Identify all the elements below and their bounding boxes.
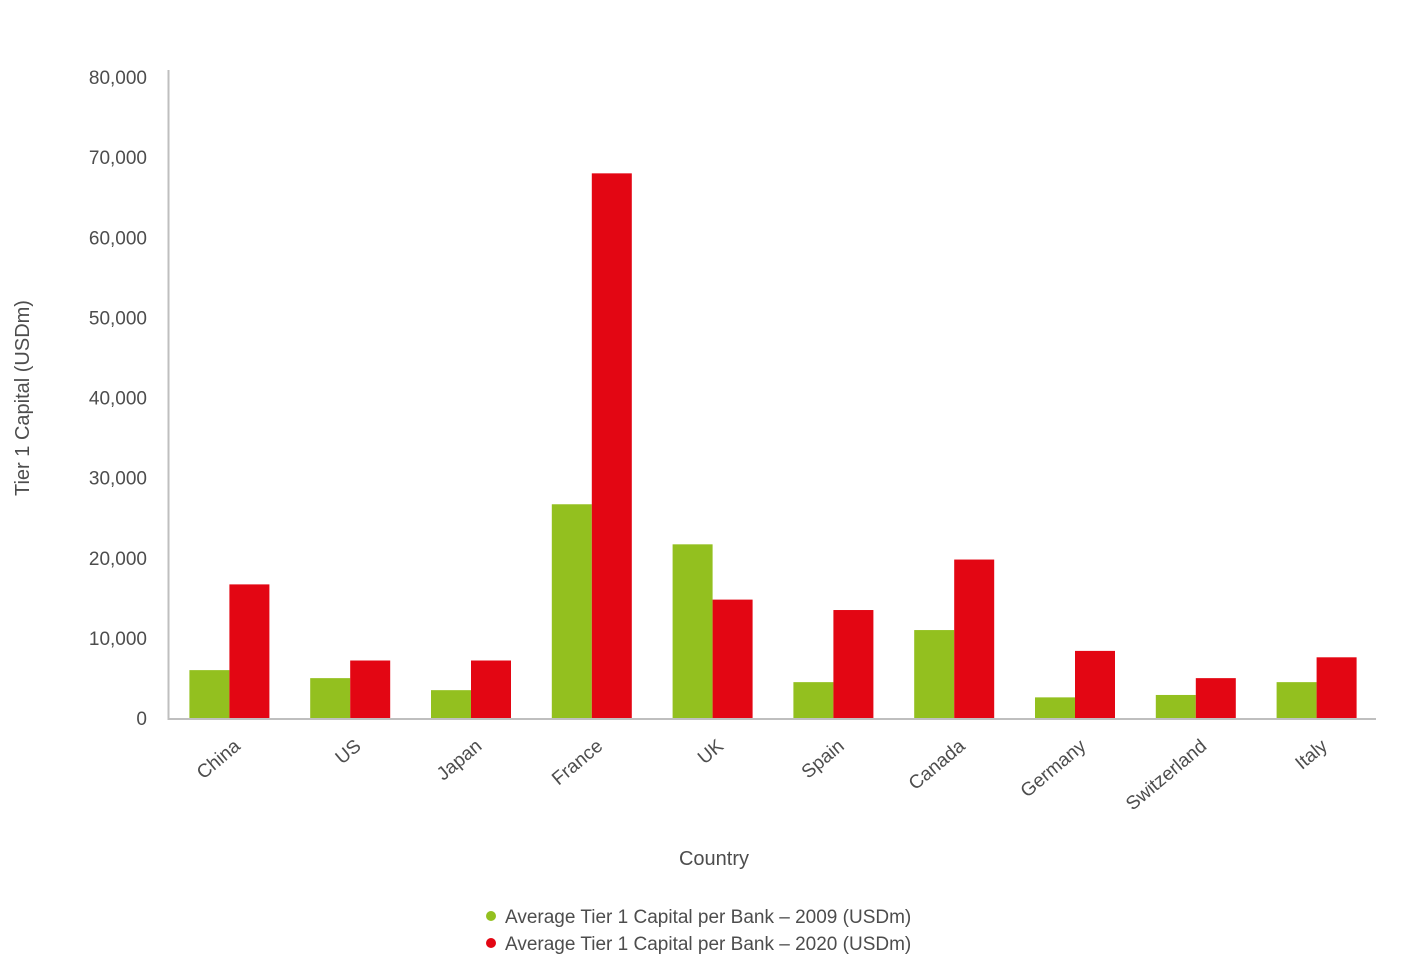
x-tick-label: Switzerland xyxy=(1122,736,1211,815)
x-tick-label: China xyxy=(193,735,245,783)
legend-label: Average Tier 1 Capital per Bank – 2009 (… xyxy=(505,907,911,928)
y-axis-ticks: 0 10,000 20,000 30,000 40,000 50,000 60,000 70,… xyxy=(89,68,147,730)
bar-2020-france xyxy=(591,173,632,719)
bar-2009-uk xyxy=(672,544,713,719)
bar-2020-canada xyxy=(954,559,995,719)
x-tick-label: Germany xyxy=(1017,735,1091,802)
y-tick-label: 0 xyxy=(136,709,147,730)
legend-marker xyxy=(486,938,496,948)
bar-2020-germany xyxy=(1075,650,1115,719)
bar-2020-italy xyxy=(1316,657,1357,719)
legend: Average Tier 1 Capital per Bank – 2009 (… xyxy=(486,907,911,955)
x-tick-label: France xyxy=(548,736,607,790)
legend-marker xyxy=(486,911,496,921)
y-tick-label: 40,000 xyxy=(89,389,147,410)
y-tick-label: 10,000 xyxy=(89,629,147,650)
x-tick-label: Italy xyxy=(1292,735,1333,774)
bar-2009-switzerland xyxy=(1155,694,1196,719)
y-tick-label: 50,000 xyxy=(89,308,147,329)
x-axis-ticks: China US Japan France UK Spain Canada Germany Sw… xyxy=(193,735,1332,815)
bar-2009-china xyxy=(189,670,230,719)
legend-label: Average Tier 1 Capital per Bank – 2020 (… xyxy=(505,934,911,955)
bar-2020-uk xyxy=(712,599,753,719)
bar-2009-japan xyxy=(431,690,471,719)
bar-2009-us xyxy=(310,678,351,719)
x-axis-title: Country xyxy=(679,848,749,870)
y-tick-label: 60,000 xyxy=(89,228,147,249)
x-tick-label: Japan xyxy=(433,736,486,785)
bar-2020-us xyxy=(350,660,391,719)
bar-2009-italy xyxy=(1276,682,1317,719)
bar-2020-japan xyxy=(471,660,511,719)
x-tick-label: US xyxy=(332,736,366,769)
bars-group xyxy=(189,173,1357,719)
y-axis-title: Tier 1 Capital (USDm) xyxy=(12,300,34,496)
bar-2009-germany xyxy=(1035,697,1075,719)
bar-2009-canada xyxy=(914,630,955,719)
y-tick-label: 70,000 xyxy=(89,148,147,169)
x-tick-label: UK xyxy=(694,736,728,769)
bar-2020-spain xyxy=(833,610,874,719)
bar-2009-spain xyxy=(793,682,834,719)
bar-2020-china xyxy=(229,584,270,719)
bar-2009-france xyxy=(551,504,592,719)
y-tick-label: 30,000 xyxy=(89,469,147,490)
y-tick-label: 80,000 xyxy=(89,68,147,89)
y-tick-label: 20,000 xyxy=(89,549,147,570)
x-tick-label: Spain xyxy=(798,736,849,783)
x-tick-label: Canada xyxy=(905,735,970,794)
bar-2020-switzerland xyxy=(1195,678,1236,719)
